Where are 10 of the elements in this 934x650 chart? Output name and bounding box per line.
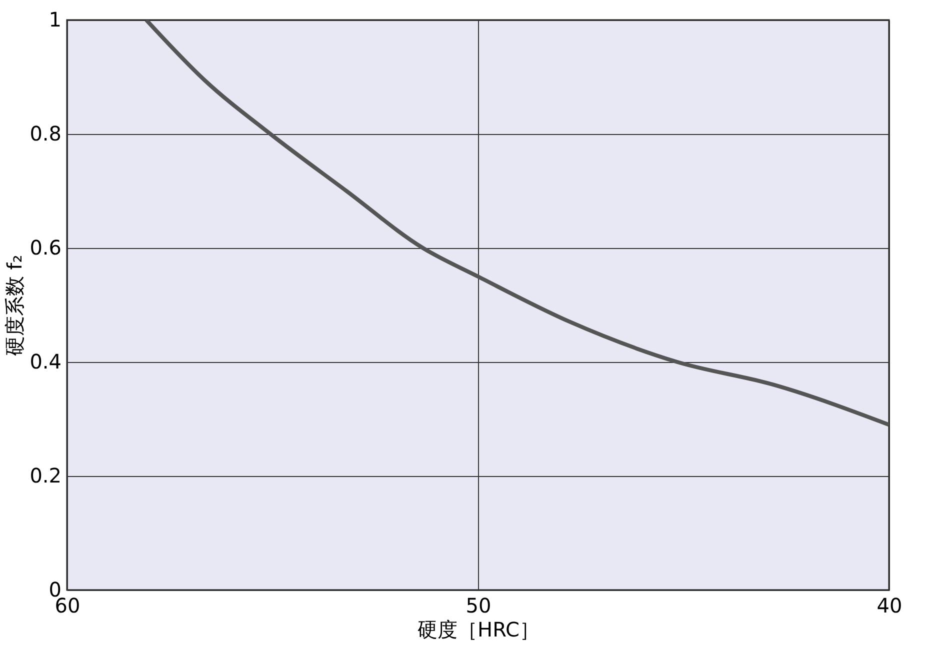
x-tick-label: 40	[876, 594, 902, 618]
x-axis-title: 硬度［HRC］	[418, 618, 540, 642]
line-series	[144, 20, 889, 427]
y-tick-label: 0.6	[30, 236, 62, 260]
y-tick-label: 0.8	[30, 122, 62, 146]
y-tick-label: 1	[48, 8, 62, 32]
y-tick-label: 0.4	[30, 350, 62, 374]
y-tick-label: 0.2	[30, 464, 62, 488]
x-tick-label: 50	[466, 594, 492, 618]
y-axis-title: 硬度系数 f₂	[2, 254, 27, 356]
